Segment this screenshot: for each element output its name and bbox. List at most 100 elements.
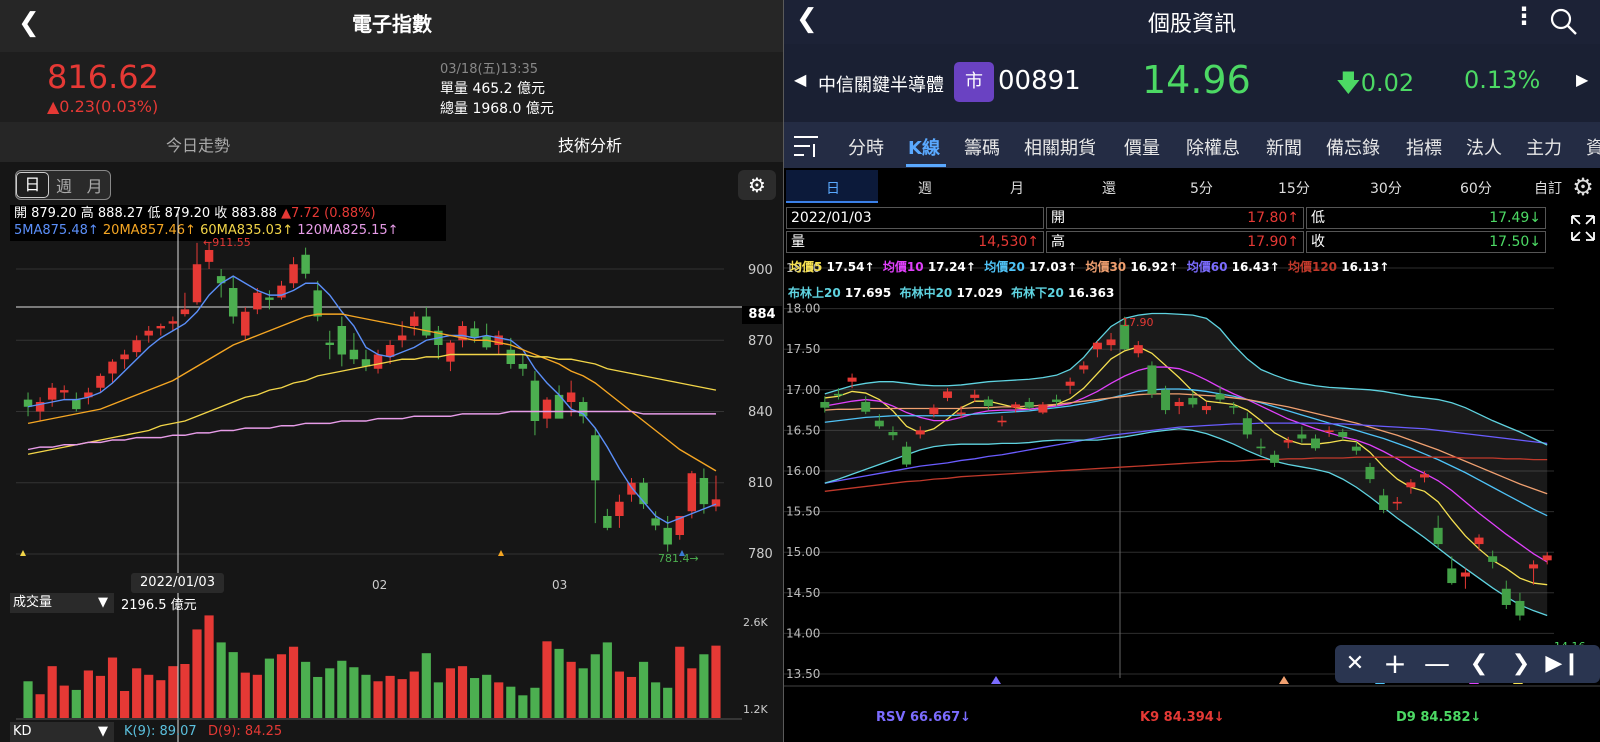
tab-chips[interactable]: 籌碼 (964, 138, 1000, 159)
prev-stock-icon[interactable]: ◀ (794, 70, 807, 89)
single-volume: 單量 465.2 億元 (440, 81, 545, 97)
tab-kline[interactable]: K線 (908, 138, 940, 159)
tab-intraday[interactable]: 今日走勢 (166, 136, 231, 155)
zoom-out-icon[interactable]: — (1424, 649, 1450, 679)
y-tick-810: 810 (748, 476, 773, 491)
candle-body (1515, 600, 1525, 616)
candle-body (156, 326, 166, 329)
menu-sort-icon[interactable] (792, 134, 820, 158)
period-week[interactable]: 週 (56, 177, 73, 196)
kd-selector-label: KD (13, 724, 32, 739)
y-tick-900: 900 (748, 263, 773, 278)
candle-body (361, 359, 371, 367)
candle-body (929, 407, 939, 415)
boll-upper-label: 布林上20 (788, 286, 841, 300)
volume-bar (107, 657, 118, 718)
candle-body (337, 326, 347, 355)
chevron-left-icon[interactable]: ❮ (1469, 651, 1489, 676)
period-day[interactable]: 日 (826, 181, 840, 197)
tab-more[interactable]: 資 (1586, 138, 1600, 159)
crosshair-value: 884 (742, 306, 782, 324)
tab-intraday[interactable]: 分時 (848, 138, 884, 159)
period-week[interactable]: 週 (918, 181, 932, 197)
skip-to-end-icon[interactable]: ▶❙ (1545, 651, 1581, 676)
candle-body (494, 335, 503, 345)
search-icon[interactable] (1548, 6, 1580, 38)
ohlc-low: 低 879.20 (147, 206, 211, 221)
candle-body (1133, 345, 1143, 354)
tab-institutional[interactable]: 法人 (1466, 138, 1502, 159)
info-volume-value: 14,530↑ (978, 234, 1039, 250)
candle-body (847, 377, 857, 382)
period-custom[interactable]: 自訂 (1534, 181, 1562, 197)
ma-line-均價30 (824, 393, 1548, 495)
dropdown-arrow-icon: ▼ (98, 724, 108, 739)
tab-futures[interactable]: 相關期貨 (1024, 138, 1096, 159)
marker-triangle (679, 550, 685, 556)
left-kline-chart[interactable] (0, 162, 784, 742)
candle-body (1120, 324, 1130, 350)
period-60min[interactable]: 60分 (1460, 181, 1492, 197)
candle-body (108, 361, 117, 374)
volume-bar (626, 676, 637, 718)
period-15min[interactable]: 15分 (1278, 181, 1310, 197)
settings-gear-icon[interactable]: ⚙ (1572, 173, 1594, 201)
volume-bar (494, 682, 504, 718)
period-month[interactable]: 月 (1010, 181, 1024, 197)
tab-indicators[interactable]: 指標 (1406, 138, 1442, 159)
period-bar: 日 週 月 還 5分 15分 30分 60分 自訂 ⚙ (784, 168, 1600, 206)
volume-bar (687, 668, 697, 718)
tab-price-volume[interactable]: 價量 (1124, 138, 1160, 159)
volume-bar (614, 671, 624, 718)
volume-bar (59, 685, 69, 718)
next-stock-icon[interactable]: ▶ (1576, 70, 1589, 89)
candle-body (84, 392, 93, 398)
candle-body (983, 399, 993, 407)
volume-bar (675, 646, 685, 718)
candle-body (639, 482, 648, 505)
period-5min[interactable]: 5分 (1190, 181, 1213, 197)
period-30min[interactable]: 30分 (1370, 181, 1402, 197)
tab-main-force[interactable]: 主力 (1526, 138, 1562, 159)
candle-body (397, 335, 407, 341)
tab-dividend[interactable]: 除權息 (1186, 138, 1240, 159)
volume-bar (180, 664, 190, 718)
volume-bar (240, 672, 250, 718)
candle-body (711, 499, 721, 507)
fullscreen-icon[interactable] (1568, 212, 1598, 244)
volume-bar (264, 658, 274, 718)
volume-bar (651, 682, 661, 718)
tab-memo[interactable]: 備忘錄 (1326, 138, 1380, 159)
period-month[interactable]: 月 (86, 177, 103, 196)
chevron-right-icon[interactable]: ❯ (1511, 651, 1531, 676)
left-tabs: 今日走勢 技術分析 (0, 122, 784, 162)
low-marker: 781.4→ (658, 552, 699, 565)
kd-selector[interactable]: KD ▼ (10, 722, 114, 742)
candle-body (1406, 482, 1416, 488)
back-icon[interactable]: ❮ (18, 8, 40, 38)
y-tick-label: 15.50 (786, 505, 820, 519)
tab-news[interactable]: 新聞 (1266, 138, 1302, 159)
high-marker: ←911.55 (203, 236, 251, 249)
back-icon[interactable]: ❮ (796, 4, 818, 34)
stock-code: 00891 (998, 66, 1081, 96)
volume-bar (192, 629, 202, 718)
volume-selector[interactable]: 成交量 ▼ (10, 593, 114, 613)
candle-body (1106, 339, 1116, 346)
settings-gear-icon[interactable]: ⚙ (738, 170, 776, 200)
zoom-in-icon[interactable]: + (1383, 647, 1407, 680)
more-icon[interactable]: ⋮ (1512, 2, 1536, 30)
period-restore[interactable]: 還 (1102, 181, 1116, 197)
left-panel: ❮ 電子指數 816.62 ▲0.23(0.03%) 03/18(五)13:35… (0, 0, 784, 742)
ma-line-均價120 (824, 456, 1548, 492)
candle-body (1201, 406, 1211, 411)
period-day[interactable]: 日 (16, 172, 49, 198)
date-badge: 2022/01/03 (131, 573, 224, 593)
candle-body (542, 399, 552, 419)
candle-body (1542, 555, 1552, 561)
right-kline-chart[interactable]: 18.50 18.00 17.50 17.00 16.50 16.00 15.50 15.00… (784, 258, 1600, 742)
volume-bar (470, 678, 480, 718)
candle-body (1188, 397, 1198, 405)
tab-technical[interactable]: 技術分析 (558, 136, 623, 155)
close-icon[interactable]: ✕ (1345, 651, 1365, 676)
